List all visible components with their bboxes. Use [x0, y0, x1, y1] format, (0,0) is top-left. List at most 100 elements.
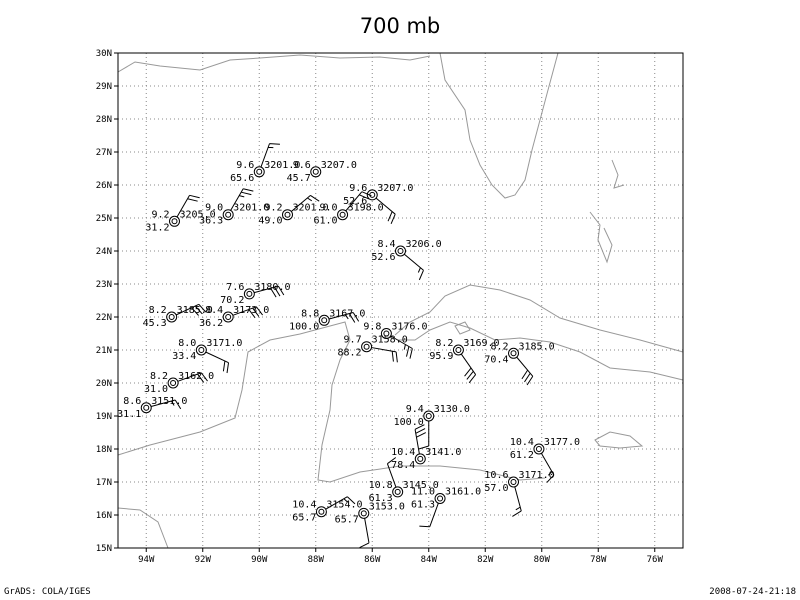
temperature-label: 9.4: [406, 404, 424, 415]
x-tick-label: 76W: [647, 555, 664, 565]
wind-barb: [254, 285, 285, 298]
station-marker-inner: [225, 314, 232, 320]
station-marker-inner: [225, 211, 232, 218]
humidity-label: 100.0: [289, 321, 319, 332]
temperature-label: 8.2: [435, 338, 453, 349]
station-marker-inner: [256, 168, 263, 175]
height-label: 3167.0: [329, 308, 365, 319]
humidity-label: 33.4: [172, 351, 196, 362]
temperature-label: 9.8: [363, 322, 381, 333]
temperature-label: 11.0: [411, 487, 435, 498]
station-marker-inner: [437, 495, 444, 502]
humidity-label: 65.7: [335, 514, 359, 525]
height-label: 3153.0: [369, 501, 405, 512]
station-marker: [392, 486, 404, 498]
station-marker: [169, 215, 180, 227]
wind-barb: [414, 424, 427, 455]
y-tick-label: 20N: [96, 379, 112, 389]
humidity-label: 88.2: [338, 348, 362, 359]
wind-barb: [230, 188, 254, 211]
station-marker: [337, 209, 349, 221]
wind-barb: [205, 351, 230, 374]
footer-right: 2008-07-24-21:18: [709, 587, 796, 597]
wind-barb: [359, 518, 370, 549]
height-label: 3151.0: [151, 396, 187, 407]
temperature-label: 9.6: [293, 160, 311, 171]
temperature-label: 8.6: [123, 396, 141, 407]
temperature-label: 8.2: [490, 341, 508, 352]
wind-barb: [375, 197, 396, 224]
humidity-label: 78.4: [391, 460, 415, 471]
humidity-label: 52.6: [343, 196, 367, 207]
temperature-label: 8.8: [301, 308, 319, 319]
temperature-label: 10.4: [292, 500, 316, 511]
station-marker: [253, 166, 265, 178]
station-marker: [361, 341, 373, 353]
humidity-label: 36.3: [199, 216, 223, 227]
humidity-label: 36.2: [199, 318, 223, 329]
station-marker: [167, 377, 179, 389]
x-tick-label: 88W: [308, 555, 325, 565]
wind-barb: [419, 503, 439, 528]
temperature-label: 10.8: [369, 480, 393, 491]
temperature-label: 10.6: [484, 470, 508, 481]
station-marker-inner: [318, 508, 325, 515]
station-marker-inner: [321, 317, 328, 324]
height-label: 3206.0: [406, 239, 442, 250]
temperature-label: 9.2: [151, 209, 169, 220]
y-tick-label: 24N: [96, 247, 112, 257]
coastline: [439, 52, 559, 199]
height-label: 3169.0: [463, 338, 499, 349]
wind-barb: [345, 191, 372, 212]
station-marker: [140, 402, 152, 414]
station-marker-inner: [425, 413, 432, 419]
wind-barb: [177, 372, 208, 383]
temperature-label: 9.6: [236, 160, 254, 171]
coastline: [611, 159, 625, 189]
humidity-label: 49.0: [258, 216, 282, 227]
station-marker-inner: [171, 218, 178, 225]
temperature-label: 9.0: [205, 203, 223, 214]
station-marker-inner: [360, 510, 367, 517]
coastline: [117, 507, 169, 549]
station-marker: [166, 311, 178, 323]
humidity-label: 31.1: [117, 409, 141, 420]
x-tick-label: 80W: [534, 555, 551, 565]
y-tick-label: 22N: [96, 313, 112, 323]
wind-barb: [371, 347, 398, 363]
station-marker: [195, 344, 207, 356]
x-tick-label: 84W: [421, 555, 438, 565]
wind-barb: [291, 194, 320, 212]
y-tick-label: 28N: [96, 115, 112, 125]
humidity-label: 70.4: [484, 354, 508, 365]
temperature-label: 9.6: [349, 183, 367, 194]
height-label: 3130.0: [434, 404, 470, 415]
station-marker: [452, 344, 464, 356]
wind-barb: [325, 496, 356, 510]
temperature-label: 10.4: [391, 447, 415, 458]
humidity-label: 61.3: [411, 500, 435, 511]
y-tick-label: 23N: [96, 280, 112, 290]
height-label: 3201.0: [264, 160, 300, 171]
height-label: 3145.0: [403, 480, 439, 491]
wind-barb: [512, 486, 522, 517]
height-label: 3201.0: [233, 203, 269, 214]
station-marker-inner: [170, 380, 177, 386]
temperature-label: 7.6: [226, 282, 244, 293]
station-marker-inner: [143, 404, 150, 411]
humidity-label: 70.2: [220, 295, 244, 306]
height-label: 3171.0: [206, 338, 242, 349]
station-marker-inner: [535, 446, 542, 452]
station-marker: [310, 166, 322, 178]
humidity-label: 100.0: [394, 417, 424, 428]
humidity-label: 61.3: [369, 493, 393, 504]
station-marker: [315, 506, 327, 518]
temperature-label: 9.0: [320, 203, 338, 214]
height-label: 3158.0: [372, 335, 408, 346]
y-tick-label: 25N: [96, 214, 112, 224]
temperature-label: 9.7: [344, 335, 362, 346]
temperature-label: 9.2: [264, 203, 282, 214]
y-tick-label: 18N: [96, 445, 112, 455]
coastlines: [117, 52, 684, 549]
